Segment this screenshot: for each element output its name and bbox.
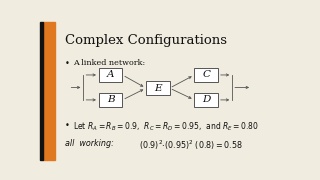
Bar (43, 22, 55, 160)
Text: B: B (107, 95, 115, 104)
Text: E: E (154, 84, 162, 93)
Text: all  working:: all working: (65, 139, 114, 148)
Text: A linked network:: A linked network: (74, 59, 146, 67)
Bar (40, 22, 43, 160)
Text: •: • (65, 59, 70, 68)
Bar (99, 68, 123, 82)
Bar (194, 68, 218, 82)
Text: Let $R_A = R_B = 0.9$,  $R_C = R_D = 0.95$,  and $R_E = 0.80$: Let $R_A = R_B = 0.9$, $R_C = R_D = 0.95… (74, 121, 260, 133)
Text: A: A (107, 70, 115, 79)
Bar (194, 93, 218, 107)
Text: •: • (65, 121, 70, 130)
Text: C: C (202, 70, 210, 79)
Bar (99, 93, 123, 107)
Bar (146, 81, 170, 95)
Text: $(0.9)^2{\cdot}(0.95)^2\ (0.8) = 0.58$: $(0.9)^2{\cdot}(0.95)^2\ (0.8) = 0.58$ (139, 139, 243, 152)
Text: Complex Configurations: Complex Configurations (65, 34, 227, 47)
Text: D: D (202, 95, 210, 104)
